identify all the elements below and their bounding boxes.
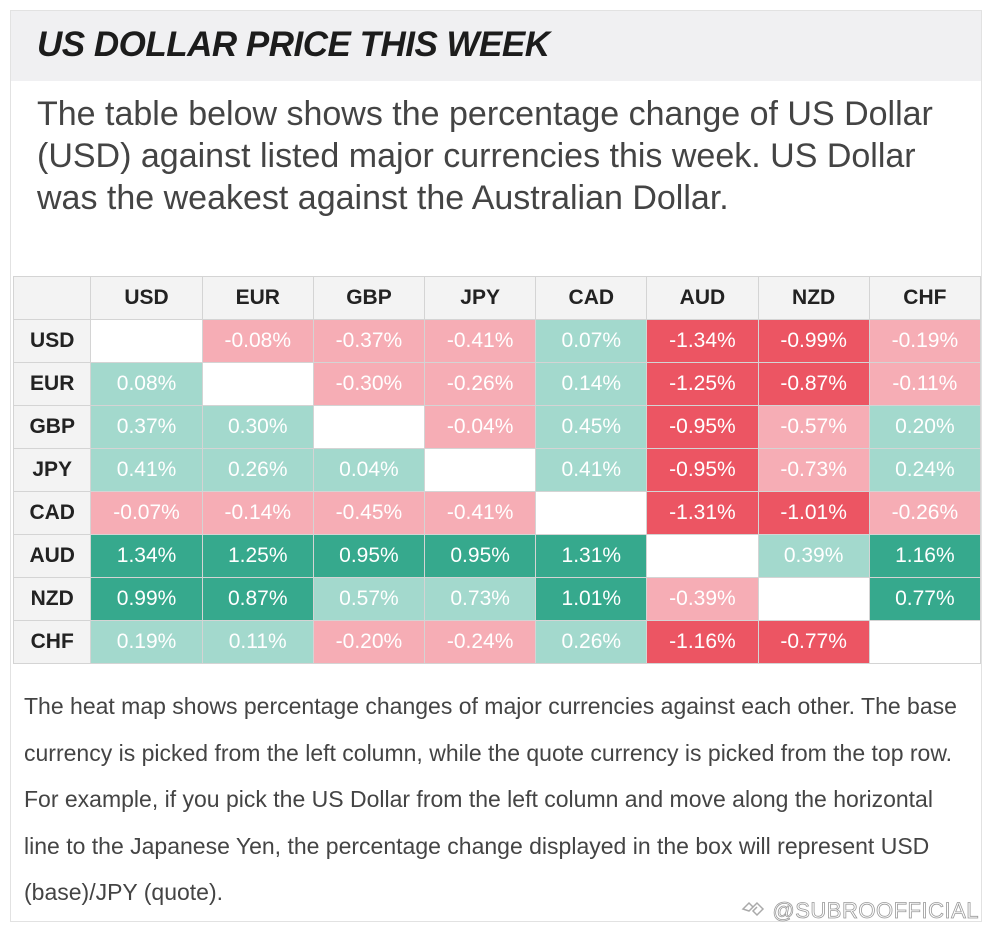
heatmap-cell-aud-aud [646, 534, 759, 578]
heatmap-cell-chf-usd: 0.19% [90, 620, 203, 664]
heatmap-header-row: USD EUR GBP JPY CAD AUD NZD CHF [12, 276, 982, 320]
heatmap-cell-jpy-gbp: 0.04% [312, 448, 426, 492]
heatmap-cell-chf-cad: 0.26% [535, 620, 648, 664]
intro-text: The table below shows the percentage cha… [37, 95, 933, 217]
heatmap-cell-usd-chf: -0.19% [868, 319, 982, 363]
heatmap-cell-usd-usd [90, 319, 203, 363]
column-header-usd: USD [90, 276, 203, 320]
column-header-jpy: JPY [424, 276, 537, 320]
heatmap-cell-aud-nzd: 0.39% [757, 534, 870, 578]
description-text: The heat map shows percentage changes of… [24, 693, 957, 905]
heatmap-cell-jpy-nzd: -0.73% [757, 448, 870, 492]
row-header-nzd: NZD [12, 577, 92, 621]
heatmap-cell-aud-gbp: 0.95% [312, 534, 426, 578]
heatmap-cell-eur-gbp: -0.30% [312, 362, 426, 406]
table-row: USD -0.08% -0.37% -0.41% 0.07% -1.34% -0.99% -0… [12, 319, 982, 363]
heatmap-cell-cad-gbp: -0.45% [312, 491, 426, 535]
heatmap-cell-aud-chf: 1.16% [868, 534, 982, 578]
heatmap-cell-eur-nzd: -0.87% [757, 362, 870, 406]
column-header-eur: EUR [201, 276, 314, 320]
heatmap-body: USD -0.08% -0.37% -0.41% 0.07% -1.34% -0.99% -0… [12, 319, 982, 664]
heatmap-cell-cad-chf: -0.26% [868, 491, 982, 535]
heatmap-cell-jpy-chf: 0.24% [868, 448, 982, 492]
heatmap-cell-nzd-eur: 0.87% [201, 577, 314, 621]
heatmap-cell-aud-cad: 1.31% [535, 534, 648, 578]
heatmap-cell-nzd-gbp: 0.57% [312, 577, 426, 621]
row-header-aud: AUD [12, 534, 92, 578]
heatmap-cell-nzd-jpy: 0.73% [424, 577, 537, 621]
heatmap-cell-chf-nzd: -0.77% [757, 620, 870, 664]
heatmap-cell-usd-aud: -1.34% [646, 319, 759, 363]
row-header-gbp: GBP [12, 405, 92, 449]
heatmap-cell-jpy-jpy [424, 448, 537, 492]
column-header-aud: AUD [646, 276, 759, 320]
heatmap-cell-aud-jpy: 0.95% [424, 534, 537, 578]
heatmap-corner [12, 276, 92, 320]
heatmap-cell-eur-cad: 0.14% [535, 362, 648, 406]
heatmap-cell-eur-jpy: -0.26% [424, 362, 537, 406]
page-title: US DOLLAR PRICE THIS WEEK [37, 25, 550, 64]
heatmap-cell-gbp-aud: -0.95% [646, 405, 759, 449]
heatmap-cell-jpy-aud: -0.95% [646, 448, 759, 492]
heatmap-cell-gbp-chf: 0.20% [868, 405, 982, 449]
table-row: CAD -0.07% -0.14% -0.45% -0.41% -1.31% -1.01% -… [12, 491, 982, 535]
heatmap-cell-gbp-eur: 0.30% [201, 405, 314, 449]
heatmap-cell-eur-aud: -1.25% [646, 362, 759, 406]
heatmap-cell-usd-jpy: -0.41% [424, 319, 537, 363]
column-header-gbp: GBP [312, 276, 426, 320]
heatmap-cell-usd-cad: 0.07% [535, 319, 648, 363]
column-header-cad: CAD [535, 276, 648, 320]
heatmap-cell-chf-jpy: -0.24% [424, 620, 537, 664]
heatmap-cell-eur-usd: 0.08% [90, 362, 203, 406]
heatmap-cell-chf-gbp: -0.20% [312, 620, 426, 664]
heatmap-cell-nzd-aud: -0.39% [646, 577, 759, 621]
row-header-usd: USD [12, 319, 92, 363]
column-header-chf: CHF [868, 276, 982, 320]
table-row: GBP 0.37% 0.30% -0.04% 0.45% -0.95% -0.57% 0.20… [12, 405, 982, 449]
heatmap-cell-gbp-usd: 0.37% [90, 405, 203, 449]
heatmap-cell-usd-eur: -0.08% [201, 319, 314, 363]
heatmap-cell-nzd-cad: 1.01% [535, 577, 648, 621]
title-bar: US DOLLAR PRICE THIS WEEK [11, 11, 981, 81]
table-row: NZD 0.99% 0.87% 0.57% 0.73% 1.01% -0.39% 0.77% [12, 577, 982, 621]
heatmap-cell-cad-nzd: -1.01% [757, 491, 870, 535]
table-row: AUD 1.34% 1.25% 0.95% 0.95% 1.31% 0.39% 1.16% [12, 534, 982, 578]
heatmap-cell-aud-usd: 1.34% [90, 534, 203, 578]
heatmap-cell-cad-usd: -0.07% [90, 491, 203, 535]
heatmap-cell-nzd-usd: 0.99% [90, 577, 203, 621]
heatmap-table: USD EUR GBP JPY CAD AUD NZD CHF USD -0.08% -0.37%… [12, 276, 982, 664]
heatmap-cell-cad-eur: -0.14% [201, 491, 314, 535]
heatmap-cell-usd-nzd: -0.99% [757, 319, 870, 363]
row-header-jpy: JPY [12, 448, 92, 492]
heatmap-cell-eur-chf: -0.11% [868, 362, 982, 406]
currency-heatmap-card: US DOLLAR PRICE THIS WEEK The table belo… [10, 10, 982, 922]
column-header-nzd: NZD [757, 276, 870, 320]
row-header-eur: EUR [12, 362, 92, 406]
table-row: EUR 0.08% -0.30% -0.26% 0.14% -1.25% -0.87% -0.… [12, 362, 982, 406]
heatmap-cell-usd-gbp: -0.37% [312, 319, 426, 363]
heatmap-cell-chf-aud: -1.16% [646, 620, 759, 664]
heatmap-cell-jpy-usd: 0.41% [90, 448, 203, 492]
heatmap-cell-gbp-cad: 0.45% [535, 405, 648, 449]
heatmap-cell-nzd-chf: 0.77% [868, 577, 982, 621]
heatmap-cell-chf-chf [868, 620, 982, 664]
heatmap-cell-nzd-nzd [757, 577, 870, 621]
heatmap-cell-cad-aud: -1.31% [646, 491, 759, 535]
table-row: JPY 0.41% 0.26% 0.04% 0.41% -0.95% -0.73% 0.24% [12, 448, 982, 492]
heatmap-cell-gbp-jpy: -0.04% [424, 405, 537, 449]
heatmap-cell-cad-cad [535, 491, 648, 535]
watermark-text: @SUBROOFFICIAL [772, 898, 979, 924]
heatmap-cell-cad-jpy: -0.41% [424, 491, 537, 535]
heatmap-cell-jpy-cad: 0.41% [535, 448, 648, 492]
heatmap-cell-eur-eur [201, 362, 314, 406]
heatmap-cell-gbp-gbp [312, 405, 426, 449]
row-header-cad: CAD [12, 491, 92, 535]
heatmap-cell-gbp-nzd: -0.57% [757, 405, 870, 449]
row-header-chf: CHF [12, 620, 92, 664]
heatmap-cell-aud-eur: 1.25% [201, 534, 314, 578]
heatmap-cell-jpy-eur: 0.26% [201, 448, 314, 492]
table-row: CHF 0.19% 0.11% -0.20% -0.24% 0.26% -1.16% -0.7… [12, 620, 982, 664]
watermark-logo-icon [741, 901, 765, 917]
heatmap-cell-chf-eur: 0.11% [201, 620, 314, 664]
